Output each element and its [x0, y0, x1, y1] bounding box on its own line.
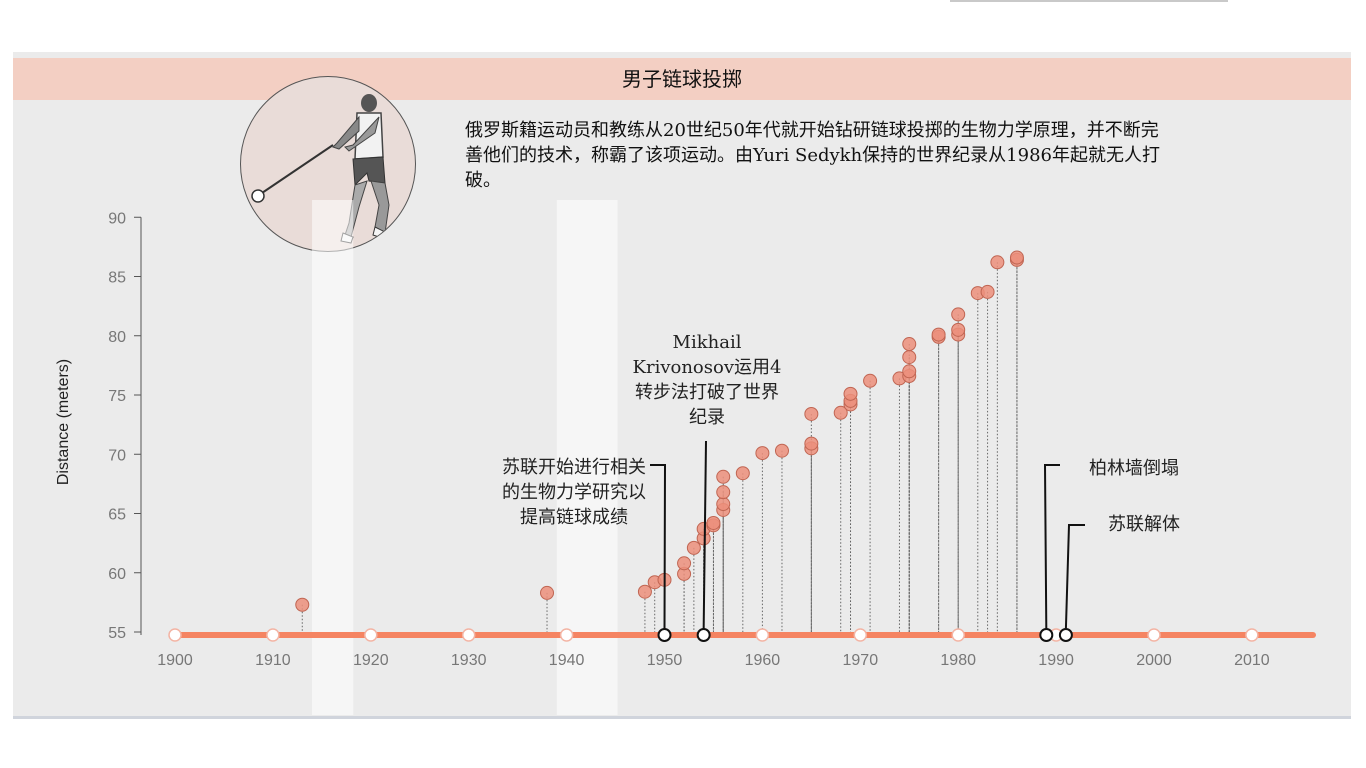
x-tick-label: 1990	[1038, 652, 1074, 669]
record-point	[637, 584, 652, 599]
record-point	[843, 386, 858, 401]
record-point	[990, 255, 1005, 270]
event-connector	[650, 464, 667, 630]
x-tick-label: 2010	[1234, 652, 1270, 669]
event-marker	[657, 628, 672, 642]
record-point	[804, 406, 819, 421]
x-tick-label: 1970	[843, 652, 879, 669]
record-point	[716, 485, 731, 500]
record-point	[295, 597, 310, 612]
x-tick-marker	[364, 628, 378, 642]
chart-title: 男子链球投掷	[13, 58, 1351, 100]
y-tick-label: 85	[108, 270, 126, 287]
record-point	[833, 405, 848, 420]
y-tick-label: 60	[108, 566, 126, 583]
event-connector	[702, 440, 707, 630]
x-tick-label: 1930	[451, 652, 487, 669]
record-point	[540, 585, 555, 600]
x-tick-label: 1980	[940, 652, 976, 669]
event-label: 苏联开始进行相关的生物力学研究以提高链球成绩	[502, 457, 646, 528]
event-marker	[1039, 628, 1054, 642]
x-tick-marker	[755, 628, 770, 642]
hammer-thrower-icon	[240, 76, 416, 252]
record-point	[863, 373, 878, 388]
event-marker	[1058, 628, 1073, 642]
x-tick-label: 1920	[353, 652, 389, 669]
event-connector	[1064, 524, 1085, 630]
record-point	[902, 364, 917, 379]
x-tick-marker	[168, 628, 182, 642]
y-tick-label: 90	[108, 210, 126, 227]
record-point	[902, 350, 917, 365]
x-tick-label: 1960	[745, 652, 781, 669]
y-axis-label: Distance (meters)	[55, 359, 72, 485]
x-tick-marker	[1245, 628, 1259, 642]
record-point	[951, 307, 966, 322]
record-point	[716, 497, 731, 512]
record-point	[902, 337, 917, 352]
record-point	[951, 322, 966, 337]
x-tick-marker	[853, 628, 868, 642]
record-point	[1009, 250, 1024, 265]
x-tick-marker	[559, 628, 574, 642]
record-point	[931, 327, 946, 342]
record-point	[677, 556, 692, 571]
x-tick-label: 1950	[647, 652, 683, 669]
record-point	[706, 515, 721, 530]
record-point	[980, 284, 995, 299]
record-point	[804, 436, 819, 451]
y-tick-label: 70	[108, 447, 126, 464]
x-tick-marker	[266, 628, 280, 642]
x-tick-marker	[461, 628, 476, 642]
record-point	[716, 469, 731, 484]
record-point	[774, 443, 789, 458]
y-tick-label: 80	[108, 329, 126, 346]
event-label: 苏联解体	[1108, 514, 1180, 535]
x-tick-marker	[1147, 628, 1161, 642]
intro-text: 俄罗斯籍运动员和教练从20世纪50年代就开始钻研链球投掷的生物力学原理，并不断完…	[465, 120, 1160, 191]
x-tick-label: 1940	[549, 652, 585, 669]
y-tick-label: 55	[108, 625, 126, 642]
x-tick-label: 1910	[255, 652, 291, 669]
record-point	[755, 446, 770, 461]
top-tab-edge	[950, 0, 1228, 2]
event-label: Mikhail Krivonosov运用4转步法打破了世界纪录	[632, 332, 782, 428]
record-point	[735, 466, 750, 481]
highlight-band	[312, 200, 354, 715]
x-tick-label: 2000	[1136, 652, 1172, 669]
record-point	[686, 540, 701, 555]
event-marker	[696, 628, 711, 642]
event-label: 柏林墙倒塌	[1089, 458, 1179, 479]
event-connector	[1043, 464, 1060, 630]
chart-panel: 男子链球投掷 俄罗斯籍运动员和教练从20世纪50年代就开始钻研链球投掷的生物力学…	[13, 52, 1351, 719]
y-tick-label: 75	[108, 388, 126, 405]
y-tick-label: 65	[108, 507, 126, 524]
x-tick-marker	[951, 628, 965, 642]
x-tick-label: 1900	[157, 652, 193, 669]
